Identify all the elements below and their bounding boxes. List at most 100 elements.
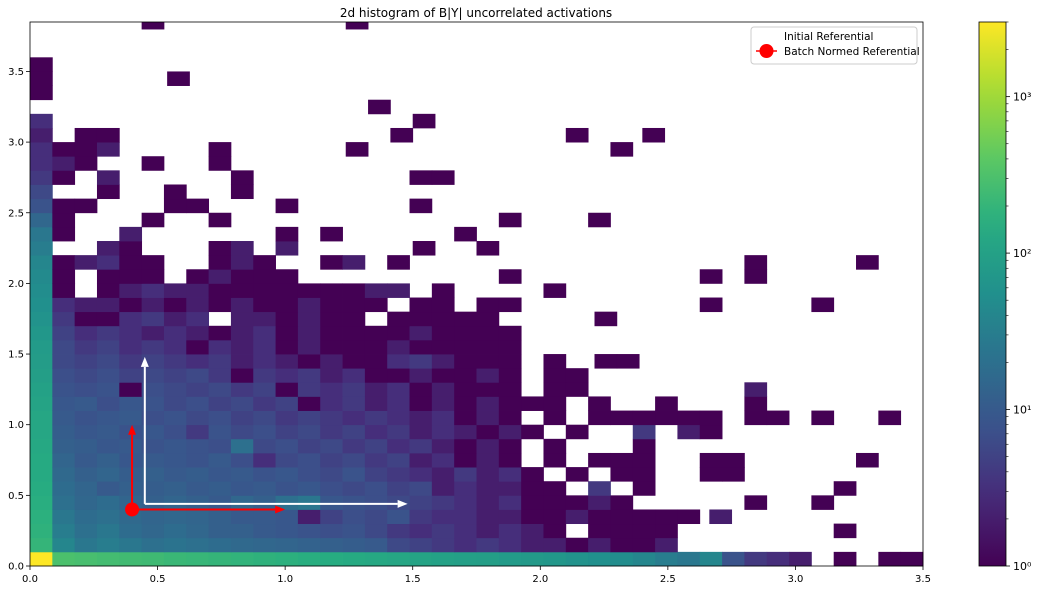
histogram-cell [476, 382, 500, 397]
batch-normed-y-arrow [128, 424, 137, 510]
histogram-cell [744, 396, 768, 411]
histogram-cell [119, 467, 143, 482]
histogram-cell [521, 396, 544, 411]
histogram-cell [74, 311, 98, 327]
histogram-cell [96, 382, 120, 397]
x-tick-label: 3.0 [787, 574, 803, 585]
histogram-cell [610, 142, 634, 157]
histogram-cell [253, 509, 276, 525]
histogram-cell [320, 311, 343, 327]
histogram-cell [431, 551, 455, 567]
histogram-cell [565, 551, 589, 567]
histogram-cell [30, 396, 53, 411]
histogram-cell [320, 509, 343, 525]
histogram-cell [521, 551, 544, 567]
histogram-cell [476, 438, 500, 454]
histogram-cell [163, 198, 187, 214]
histogram-cell [342, 509, 366, 525]
histogram-cell [320, 283, 343, 298]
histogram-cell [543, 509, 567, 525]
histogram-cell [30, 410, 53, 426]
histogram-cell [543, 283, 567, 298]
histogram-cell [30, 452, 53, 468]
histogram-cell [699, 452, 723, 468]
histogram-cell [186, 325, 210, 341]
histogram-cell [30, 156, 53, 171]
histogram-cell [96, 438, 120, 454]
histogram-cell [275, 523, 299, 539]
histogram-cell [409, 325, 433, 341]
histogram-cell [208, 382, 232, 397]
histogram-cell [163, 523, 187, 539]
histogram-cell [476, 551, 500, 567]
histogram-cell [364, 354, 388, 369]
histogram-cell [230, 311, 254, 327]
histogram-cell [387, 396, 410, 411]
histogram-cell [96, 354, 120, 369]
histogram-cell [387, 424, 410, 440]
histogram-cell [275, 354, 299, 369]
histogram-cell [163, 339, 187, 355]
histogram-cell [119, 283, 143, 298]
histogram-cell [833, 523, 857, 539]
histogram-cell [521, 481, 544, 496]
legend-box [750, 26, 918, 65]
histogram-cell [565, 495, 589, 510]
histogram-cell [30, 226, 53, 242]
histogram-cell [543, 537, 567, 553]
histogram-cell [364, 297, 388, 313]
histogram-cell [30, 382, 53, 397]
histogram-cell [588, 212, 611, 228]
histogram-cell [642, 127, 666, 143]
colorbar-tick-label: 10¹ [1013, 404, 1031, 417]
histogram-cell [364, 467, 388, 482]
histogram-cell [565, 368, 589, 383]
histogram-cell [431, 424, 455, 440]
histogram-cell [543, 481, 567, 496]
histogram-cell [722, 452, 745, 468]
histogram-cell [387, 410, 410, 426]
histogram-cell [498, 297, 522, 313]
histogram-cell [320, 354, 343, 369]
histogram-cell [320, 424, 343, 440]
histogram-cell [521, 523, 544, 539]
histogram-cell [297, 339, 321, 355]
histogram-cell [409, 537, 433, 553]
histogram-cell [119, 241, 143, 256]
histogram-cell [543, 452, 567, 468]
histogram-cell [766, 410, 790, 426]
histogram-cell [208, 255, 232, 270]
histogram-cell [454, 311, 477, 327]
histogram-cell [431, 170, 455, 185]
histogram-cell [186, 424, 210, 440]
histogram-cell [253, 354, 276, 369]
histogram-cell [297, 495, 321, 510]
histogram-cell [96, 523, 120, 539]
histogram-cell [119, 452, 143, 468]
histogram-cell [253, 537, 276, 553]
histogram-cell [52, 368, 76, 383]
histogram-cell [96, 142, 120, 157]
histogram-cell [275, 339, 299, 355]
histogram-cell [208, 410, 232, 426]
histogram-cell [364, 368, 388, 383]
histogram-cell [476, 368, 500, 383]
histogram-cell [96, 339, 120, 355]
x-axis: 0.0 0.5 1.0 1.5 2.0 2.5 3.0 3.5 [22, 566, 931, 585]
histogram-cell [141, 382, 165, 397]
histogram-cell [96, 283, 120, 298]
histogram-cell [588, 523, 611, 539]
histogram-cell [431, 495, 455, 510]
histogram-cell [454, 438, 477, 454]
histogram-cell [141, 339, 165, 355]
histogram-cell [610, 467, 634, 482]
histogram-cell [230, 537, 254, 553]
histogram-cell [431, 410, 455, 426]
histogram-cell [320, 523, 343, 539]
histogram-cell [588, 495, 611, 510]
histogram-cell [320, 382, 343, 397]
histogram-cell [208, 537, 232, 553]
histogram-cell [320, 537, 343, 553]
histogram-cell [297, 424, 321, 440]
histogram-cell [454, 452, 477, 468]
